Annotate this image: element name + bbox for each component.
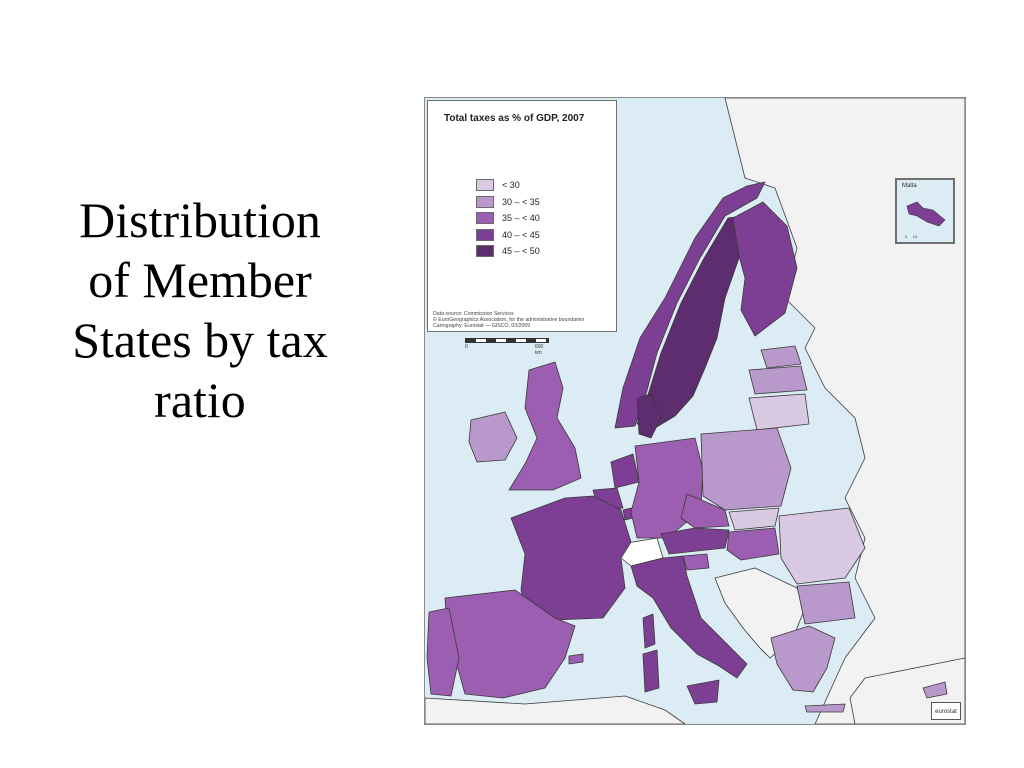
title-line-1: Distribution (79, 192, 321, 248)
legend-swatch (476, 179, 494, 192)
legend-label: 35 – < 40 (502, 213, 540, 224)
region-united-kingdom (508, 361, 582, 491)
region-ireland (468, 411, 518, 463)
region-north-africa (425, 695, 686, 724)
legend-label: < 30 (502, 180, 520, 191)
region-bulgaria (796, 581, 856, 625)
legend-label: 40 – < 45 (502, 229, 540, 240)
region-netherlands (610, 453, 640, 489)
malta-inset: Malta 0 10 (895, 178, 955, 244)
legend-list: < 30 30 – < 35 35 – < 40 40 – < 45 45 – … (476, 177, 540, 260)
region-czech-republic (680, 493, 730, 529)
legend-item: 35 – < 40 (476, 210, 540, 227)
map-scale-bar: 0 600 km (465, 338, 549, 356)
region-sicily (686, 679, 720, 705)
slide-title: Distribution of Member States by tax rat… (30, 190, 370, 430)
scale-line (465, 338, 549, 343)
source-line: Cartography: Eurostat — GISCO, 03/2009 (433, 323, 531, 329)
eurostat-logo: eurostat (931, 702, 961, 720)
region-poland (700, 427, 792, 511)
scale-start-label: 0 (465, 344, 468, 350)
legend-swatch (476, 212, 494, 225)
data-source-note: Data source: Commission Services © EuroG… (433, 311, 584, 329)
map-legend: Total taxes as % of GDP, 2007 < 30 30 – … (427, 100, 617, 332)
map-canvas (425, 98, 965, 724)
malta-label: Malta (902, 183, 917, 189)
region-crete (804, 703, 846, 713)
region-norway (614, 181, 766, 429)
region-france (510, 495, 632, 629)
region-romania (778, 507, 866, 585)
source-line: Data source: Commission Services (433, 311, 514, 317)
legend-item: < 30 (476, 177, 540, 194)
malta-scale-end: 10 (912, 234, 918, 239)
region-east-non-member (724, 98, 965, 724)
title-line-4: ratio (154, 372, 246, 428)
legend-item: 45 – < 50 (476, 243, 540, 260)
malta-scale-start: 0 (905, 234, 908, 239)
title-line-3: States by tax (72, 312, 328, 368)
legend-item: 40 – < 45 (476, 227, 540, 244)
malta-island (906, 201, 946, 227)
legend-label: 45 – < 50 (502, 246, 540, 257)
region-estonia (760, 345, 802, 369)
region-sweden (636, 215, 744, 429)
region-cyprus (922, 681, 948, 699)
scale-end-label: 600 km (535, 344, 544, 356)
malta-scale: 0 10 (905, 234, 917, 239)
legend-swatch (476, 195, 494, 208)
region-austria (660, 527, 730, 555)
region-greece (770, 625, 836, 693)
region-slovakia (728, 507, 780, 531)
region-slovenia (682, 553, 710, 571)
source-line: © EuroGeographics Association, for the a… (433, 317, 585, 323)
region-finland (732, 201, 798, 337)
title-line-2: of Member (88, 252, 312, 308)
map-title: Total taxes as % of GDP, 2007 (444, 113, 585, 124)
legend-swatch (476, 228, 494, 241)
region-corsica (642, 613, 656, 649)
region-latvia (748, 365, 808, 395)
legend-label: 30 – < 35 (502, 196, 540, 207)
region-denmark (636, 393, 662, 439)
region-hungary (726, 527, 780, 561)
europe-tax-map: Total taxes as % of GDP, 2007 < 30 30 – … (424, 97, 966, 725)
region-sardinia (642, 649, 660, 693)
region-lithuania (748, 393, 810, 431)
legend-item: 30 – < 35 (476, 194, 540, 211)
legend-swatch (476, 245, 494, 258)
region-portugal (426, 607, 460, 697)
region-balearics (568, 653, 584, 665)
region-italy (630, 555, 748, 679)
